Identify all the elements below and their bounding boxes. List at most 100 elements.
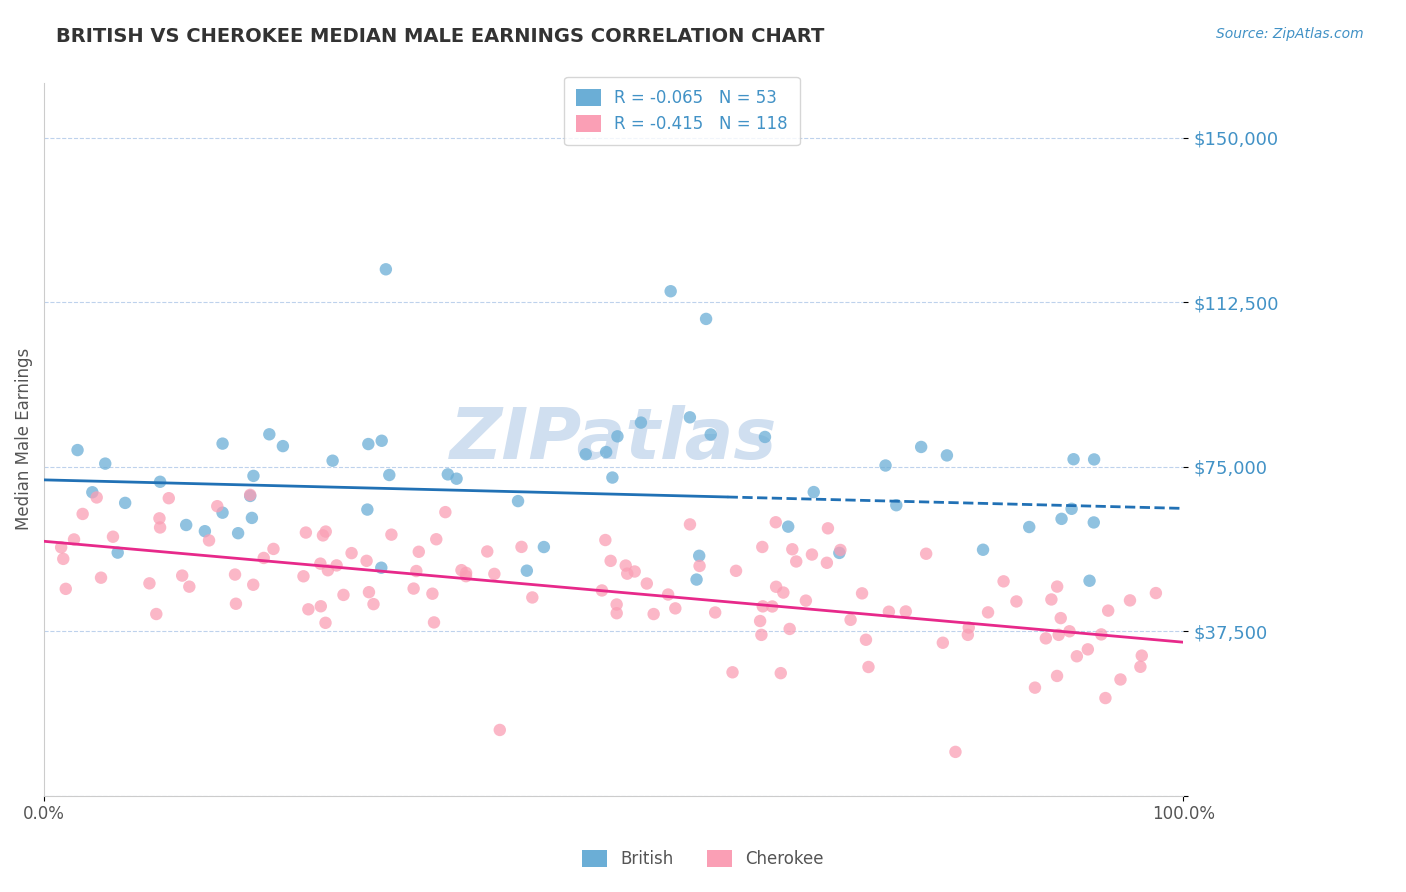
Point — [1040, 592, 1063, 607]
Point — [657, 588, 679, 602]
Point — [516, 564, 538, 578]
Point — [332, 588, 354, 602]
Point — [63, 533, 86, 547]
Point — [815, 556, 838, 570]
Point — [263, 541, 285, 556]
Point — [606, 598, 628, 612]
Point — [198, 533, 221, 548]
Point — [1078, 574, 1101, 588]
Point — [94, 457, 117, 471]
Point — [765, 580, 787, 594]
Point — [761, 599, 783, 614]
Text: BRITISH VS CHEROKEE MEDIAN MALE EARNINGS CORRELATION CHART: BRITISH VS CHEROKEE MEDIAN MALE EARNINGS… — [56, 27, 824, 45]
Point — [830, 543, 852, 558]
Point — [724, 564, 747, 578]
Point — [769, 666, 792, 681]
Point — [915, 547, 938, 561]
Point — [932, 636, 955, 650]
Point — [297, 602, 319, 616]
Point — [510, 540, 533, 554]
Point — [434, 505, 457, 519]
Point — [749, 614, 772, 628]
Point — [179, 580, 201, 594]
Point — [591, 583, 613, 598]
Point — [309, 599, 332, 614]
Point — [374, 262, 396, 277]
Point — [506, 494, 529, 508]
Point — [239, 488, 262, 502]
Point — [884, 498, 907, 512]
Point — [138, 576, 160, 591]
Point — [1130, 648, 1153, 663]
Point — [90, 571, 112, 585]
Point — [52, 552, 75, 566]
Point — [1047, 628, 1070, 642]
Point — [602, 470, 624, 484]
Point — [785, 554, 807, 568]
Point — [1119, 593, 1142, 607]
Point — [145, 607, 167, 621]
Point — [630, 416, 652, 430]
Legend: R = -0.065   N = 53, R = -0.415   N = 118: R = -0.065 N = 53, R = -0.415 N = 118 — [564, 77, 800, 145]
Point — [295, 525, 318, 540]
Point — [957, 621, 980, 635]
Point — [772, 585, 794, 599]
Point — [1066, 649, 1088, 664]
Point — [643, 607, 665, 621]
Point — [316, 563, 339, 577]
Point — [721, 665, 744, 680]
Point — [72, 507, 94, 521]
Point — [1018, 520, 1040, 534]
Point — [533, 540, 555, 554]
Point — [423, 615, 446, 630]
Point — [1063, 452, 1085, 467]
Point — [484, 566, 506, 581]
Point — [271, 439, 294, 453]
Point — [851, 586, 873, 600]
Point — [664, 601, 686, 615]
Point — [1035, 632, 1057, 646]
Point — [315, 615, 337, 630]
Point — [595, 533, 617, 547]
Point — [488, 723, 510, 737]
Point — [194, 524, 217, 539]
Point — [101, 530, 124, 544]
Point — [114, 496, 136, 510]
Point — [800, 548, 823, 562]
Point — [794, 593, 817, 607]
Point — [425, 533, 447, 547]
Point — [595, 445, 617, 459]
Point — [1005, 594, 1028, 608]
Point — [599, 554, 621, 568]
Point — [402, 582, 425, 596]
Point — [340, 546, 363, 560]
Point — [679, 410, 702, 425]
Point — [357, 585, 380, 599]
Point — [357, 437, 380, 451]
Point — [945, 745, 967, 759]
Point — [66, 443, 89, 458]
Point — [1144, 586, 1167, 600]
Point — [446, 472, 468, 486]
Point — [450, 563, 472, 577]
Point — [225, 597, 247, 611]
Point — [1046, 580, 1069, 594]
Point — [211, 506, 233, 520]
Point — [688, 549, 710, 563]
Point — [378, 467, 401, 482]
Point — [575, 447, 598, 461]
Point — [380, 527, 402, 541]
Point — [149, 520, 172, 534]
Point — [437, 467, 460, 482]
Point — [356, 554, 378, 568]
Text: ZIPatlas: ZIPatlas — [450, 405, 778, 474]
Point — [828, 546, 851, 560]
Point — [858, 660, 880, 674]
Point — [242, 578, 264, 592]
Point — [454, 569, 477, 583]
Point — [172, 568, 194, 582]
Point — [240, 511, 263, 525]
Point — [149, 475, 172, 489]
Text: Source: ZipAtlas.com: Source: ZipAtlas.com — [1216, 27, 1364, 41]
Point — [325, 558, 347, 573]
